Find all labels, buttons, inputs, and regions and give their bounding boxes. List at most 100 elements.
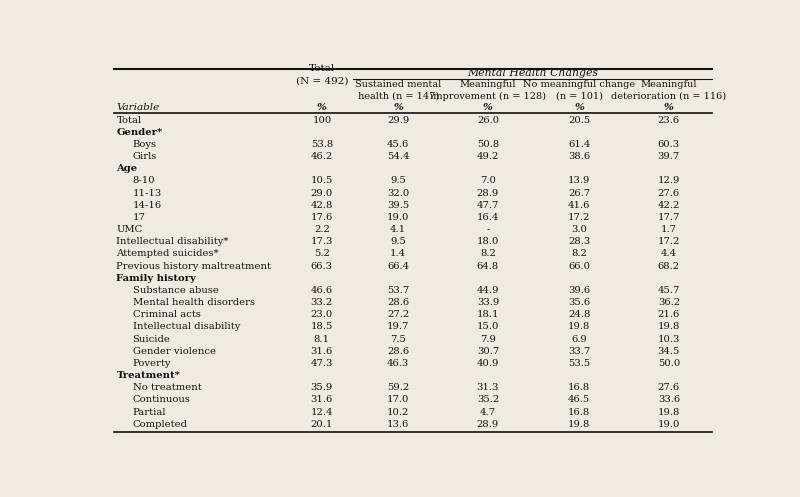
Text: 18.0: 18.0 (477, 237, 499, 246)
Text: 1.7: 1.7 (661, 225, 677, 234)
Text: 7.0: 7.0 (480, 176, 496, 185)
Text: 8.2: 8.2 (571, 249, 587, 258)
Text: 4.7: 4.7 (480, 408, 496, 416)
Text: 3.0: 3.0 (571, 225, 587, 234)
Text: 27.6: 27.6 (658, 383, 680, 392)
Text: 54.4: 54.4 (387, 152, 410, 161)
Text: 33.6: 33.6 (658, 396, 680, 405)
Text: 41.6: 41.6 (568, 201, 590, 210)
Text: 2.2: 2.2 (314, 225, 330, 234)
Text: 29.0: 29.0 (310, 188, 333, 198)
Text: 53.8: 53.8 (310, 140, 333, 149)
Text: 16.8: 16.8 (568, 408, 590, 416)
Text: 35.6: 35.6 (568, 298, 590, 307)
Text: 100: 100 (312, 116, 331, 125)
Text: 45.7: 45.7 (658, 286, 680, 295)
Text: 10.5: 10.5 (310, 176, 333, 185)
Text: 4.4: 4.4 (661, 249, 677, 258)
Text: 44.9: 44.9 (477, 286, 499, 295)
Text: Total
(N = 492): Total (N = 492) (296, 64, 348, 85)
Text: 26.7: 26.7 (568, 188, 590, 198)
Text: 19.8: 19.8 (658, 408, 680, 416)
Text: Attempted suicides*: Attempted suicides* (117, 249, 219, 258)
Text: No treatment: No treatment (133, 383, 202, 392)
Text: 31.3: 31.3 (477, 383, 499, 392)
Text: 13.9: 13.9 (568, 176, 590, 185)
Text: 17.0: 17.0 (387, 396, 410, 405)
Text: 39.7: 39.7 (658, 152, 680, 161)
Text: Intellectual disability*: Intellectual disability* (117, 237, 229, 246)
Text: 19.8: 19.8 (568, 420, 590, 429)
Text: 29.9: 29.9 (387, 116, 410, 125)
Text: 64.8: 64.8 (477, 261, 499, 270)
Text: 20.5: 20.5 (568, 116, 590, 125)
Text: Mental health disorders: Mental health disorders (133, 298, 254, 307)
Text: 18.1: 18.1 (477, 310, 499, 319)
Text: Substance abuse: Substance abuse (133, 286, 218, 295)
Text: %: % (317, 103, 326, 112)
Text: 17.2: 17.2 (658, 237, 680, 246)
Text: 4.1: 4.1 (390, 225, 406, 234)
Text: UMC: UMC (117, 225, 142, 234)
Text: 50.0: 50.0 (658, 359, 680, 368)
Text: Continuous: Continuous (133, 396, 190, 405)
Text: 20.1: 20.1 (310, 420, 333, 429)
Text: 1.4: 1.4 (390, 249, 406, 258)
Text: Meaningful
improvement (n = 128): Meaningful improvement (n = 128) (430, 80, 546, 101)
Text: 49.2: 49.2 (477, 152, 499, 161)
Text: 12.9: 12.9 (658, 176, 680, 185)
Text: 7.5: 7.5 (390, 334, 406, 343)
Text: 9.5: 9.5 (390, 176, 406, 185)
Text: 17: 17 (133, 213, 146, 222)
Text: 28.3: 28.3 (568, 237, 590, 246)
Text: 47.3: 47.3 (310, 359, 333, 368)
Text: Mental Health Changes: Mental Health Changes (467, 68, 598, 78)
Text: Boys: Boys (133, 140, 157, 149)
Text: 66.4: 66.4 (387, 261, 410, 270)
Text: 27.2: 27.2 (387, 310, 410, 319)
Text: 10.2: 10.2 (387, 408, 410, 416)
Text: 38.6: 38.6 (568, 152, 590, 161)
Text: 60.3: 60.3 (658, 140, 680, 149)
Text: 33.9: 33.9 (477, 298, 499, 307)
Text: 16.8: 16.8 (568, 383, 590, 392)
Text: 35.9: 35.9 (310, 383, 333, 392)
Text: Partial: Partial (133, 408, 166, 416)
Text: 61.4: 61.4 (568, 140, 590, 149)
Text: Family history: Family history (117, 274, 196, 283)
Text: %: % (664, 103, 674, 112)
Text: 6.9: 6.9 (571, 334, 587, 343)
Text: 53.5: 53.5 (568, 359, 590, 368)
Text: Completed: Completed (133, 420, 187, 429)
Text: %: % (483, 103, 493, 112)
Text: 28.6: 28.6 (387, 298, 410, 307)
Text: 13.6: 13.6 (387, 420, 410, 429)
Text: 66.0: 66.0 (568, 261, 590, 270)
Text: 8.2: 8.2 (480, 249, 496, 258)
Text: 11-13: 11-13 (133, 188, 162, 198)
Text: 39.6: 39.6 (568, 286, 590, 295)
Text: 15.0: 15.0 (477, 323, 499, 331)
Text: 33.7: 33.7 (568, 347, 590, 356)
Text: 23.6: 23.6 (658, 116, 680, 125)
Text: Suicide: Suicide (133, 334, 170, 343)
Text: 28.9: 28.9 (477, 188, 499, 198)
Text: 19.0: 19.0 (387, 213, 410, 222)
Text: 19.8: 19.8 (658, 323, 680, 331)
Text: 18.5: 18.5 (310, 323, 333, 331)
Text: 42.8: 42.8 (310, 201, 333, 210)
Text: 23.0: 23.0 (310, 310, 333, 319)
Text: 19.7: 19.7 (387, 323, 410, 331)
Text: Treatment*: Treatment* (117, 371, 180, 380)
Text: 39.5: 39.5 (387, 201, 410, 210)
Text: 30.7: 30.7 (477, 347, 499, 356)
Text: %: % (394, 103, 403, 112)
Text: 17.3: 17.3 (310, 237, 333, 246)
Text: 19.8: 19.8 (568, 323, 590, 331)
Text: 36.2: 36.2 (658, 298, 680, 307)
Text: 16.4: 16.4 (477, 213, 499, 222)
Text: Total: Total (117, 116, 142, 125)
Text: 27.6: 27.6 (658, 188, 680, 198)
Text: 59.2: 59.2 (387, 383, 410, 392)
Text: Variable: Variable (117, 103, 160, 112)
